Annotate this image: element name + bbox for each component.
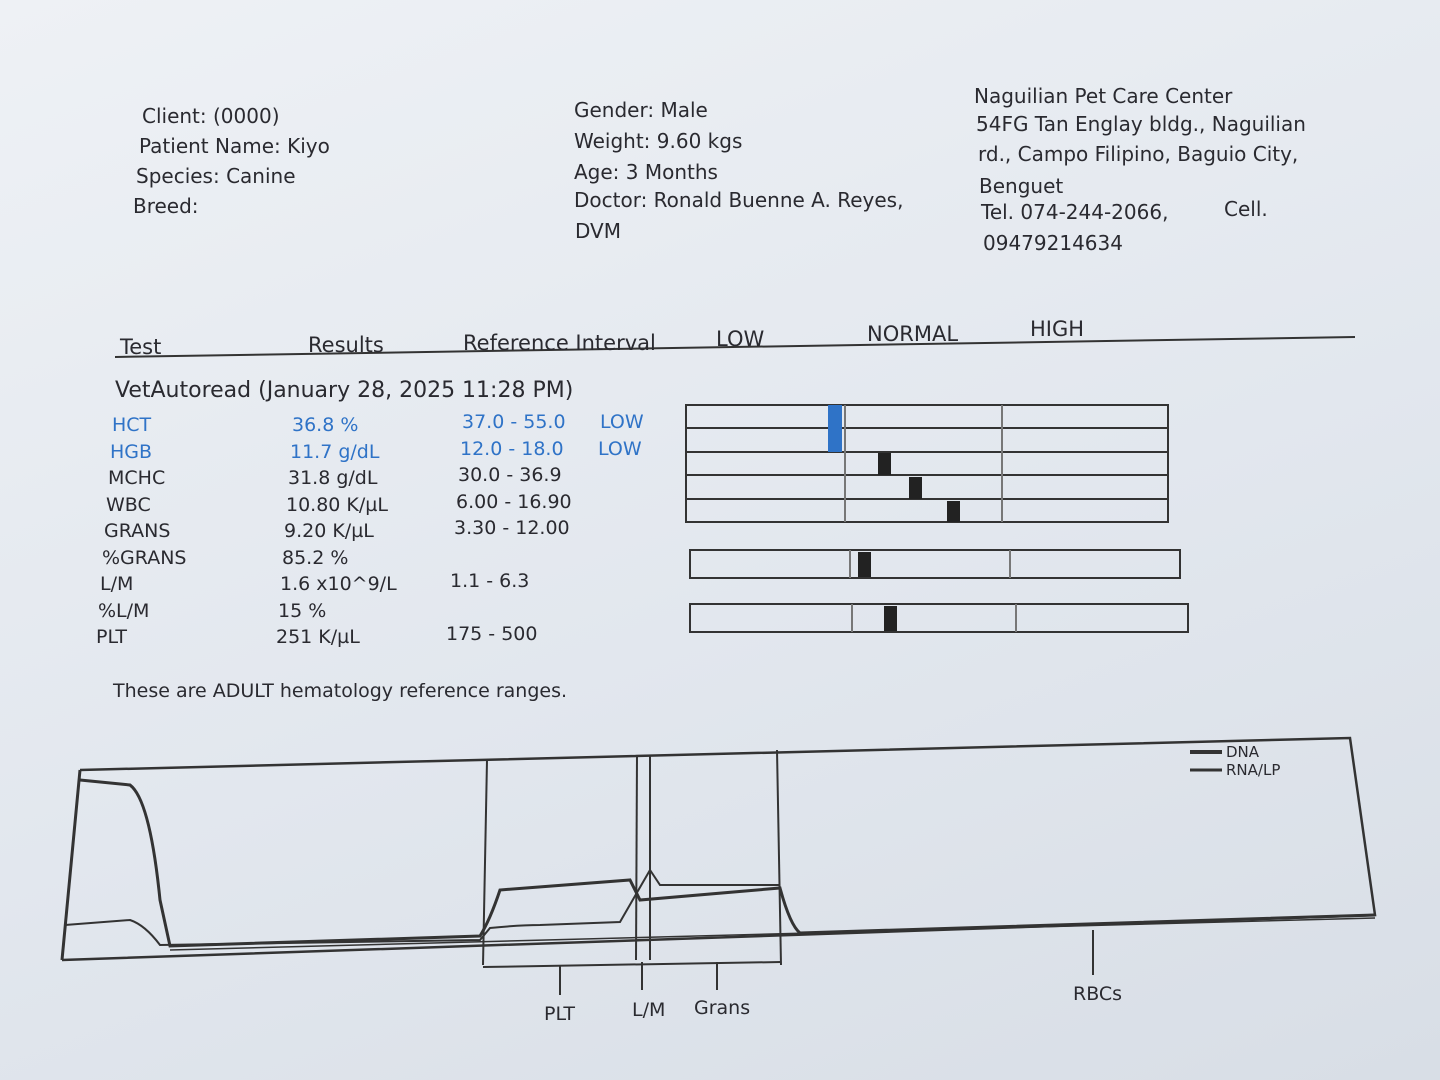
- row-range: 12.0 - 18.0: [460, 437, 564, 460]
- result-markers: [828, 405, 960, 631]
- note: These are ADULT hematology reference ran…: [113, 680, 568, 702]
- row-test: WBC: [106, 493, 151, 516]
- header: LOW: [716, 327, 765, 351]
- detail-line: Age: 3 Months: [574, 160, 718, 184]
- clinic-line: Tel. 074-244-2066,: [981, 200, 1169, 224]
- graph-label: PLT: [544, 1003, 576, 1025]
- header: Reference Interval: [463, 331, 656, 355]
- row-test: L/M: [100, 573, 134, 595]
- row-range: 175 - 500: [446, 623, 538, 645]
- range-bars: [685, 404, 1189, 633]
- detail-line: Gender: Male: [574, 98, 708, 122]
- clinic-line: Naguilian Pet Care Center: [974, 84, 1233, 108]
- clinic-line: 09479214634: [983, 231, 1123, 255]
- patient-line: Species: Canine: [136, 164, 296, 188]
- row-flag: LOW: [600, 411, 644, 433]
- legend-label: DNA: [1226, 743, 1260, 761]
- row-result: 36.8 %: [292, 414, 359, 436]
- clinic-line: Cell.: [1224, 197, 1268, 221]
- clinic-line: Benguet: [979, 174, 1064, 198]
- row-test: GRANS: [104, 520, 171, 542]
- header: Test: [120, 335, 162, 359]
- clinic-line: rd., Campo Filipino, Baguio City,: [978, 142, 1299, 166]
- row-result: 1.6 x10^9/L: [280, 573, 397, 595]
- row-test: HCT: [112, 414, 152, 436]
- row-range: 1.1 - 6.3: [450, 570, 530, 592]
- header: NORMAL: [867, 322, 959, 346]
- row-range: 6.00 - 16.90: [456, 490, 572, 513]
- header: Results: [308, 333, 384, 357]
- header-rule: [114, 336, 1356, 358]
- legend-label: RNA/LP: [1226, 761, 1281, 779]
- detail-line: Weight: 9.60 kgs: [574, 129, 743, 153]
- row-test: MCHC: [108, 467, 166, 489]
- row-test: PLT: [96, 626, 128, 648]
- row-result: 31.8 g/dL: [288, 467, 378, 489]
- detail-line: DVM: [575, 219, 621, 243]
- patient-line: Client: (0000): [142, 104, 280, 128]
- graph-label: L/M: [632, 999, 666, 1021]
- row-test: HGB: [110, 440, 153, 463]
- header: HIGH: [1030, 317, 1085, 341]
- patient-line: Patient Name: Kiyo: [139, 134, 330, 158]
- row-range: 37.0 - 55.0: [462, 411, 566, 433]
- row-flag: LOW: [598, 437, 642, 460]
- patient-line: Breed:: [133, 194, 199, 218]
- row-result: 15 %: [278, 599, 327, 622]
- row-range: 30.0 - 36.9: [458, 464, 562, 486]
- row-result: 251 K/µL: [276, 626, 360, 648]
- row-test: %L/M: [98, 599, 150, 622]
- graph-label: Grans: [694, 997, 751, 1019]
- section-title: VetAutoread (January 28, 2025 11:28 PM): [115, 378, 574, 403]
- row-test: %GRANS: [102, 546, 187, 569]
- detail-line: Doctor: Ronald Buenne A. Reyes,: [574, 188, 904, 212]
- histogram: [60, 736, 1377, 995]
- row-range: 3.30 - 12.00: [454, 517, 570, 539]
- graph-label: RBCs: [1073, 983, 1123, 1005]
- row-result: 9.20 K/µL: [284, 520, 374, 542]
- row-result: 85.2 %: [282, 546, 349, 569]
- row-result: 10.80 K/µL: [286, 493, 388, 516]
- row-result: 11.7 g/dL: [290, 440, 380, 463]
- clinic-line: 54FG Tan Englay bldg., Naguilian: [976, 112, 1306, 136]
